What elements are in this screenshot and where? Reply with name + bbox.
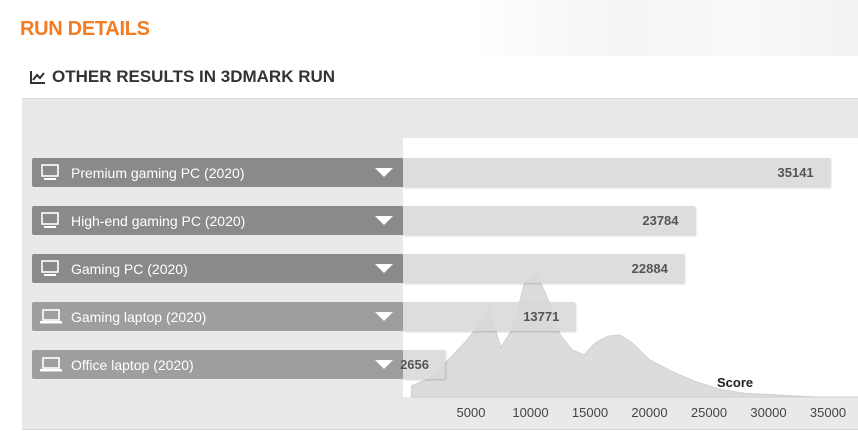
result-selector[interactable]: Premium gaming PC (2020) (32, 158, 403, 187)
result-row[interactable]: Premium gaming PC (2020) 35141 (32, 158, 830, 187)
x-tick-label: 20000 (631, 405, 668, 420)
result-selector[interactable]: Gaming PC (2020) (32, 254, 403, 283)
result-label: Gaming laptop (2020) (71, 308, 207, 325)
result-selector[interactable]: Office laptop (2020) (32, 350, 403, 379)
chevron-down-icon[interactable] (375, 216, 393, 225)
x-tick-label: 30000 (750, 405, 787, 420)
x-tick-label: 15000 (571, 405, 609, 420)
score-bar: 23784 (403, 206, 695, 235)
x-tick-label: 25000 (690, 405, 728, 420)
score-bar: 13771 (403, 302, 576, 331)
score-bar: 2656 (400, 350, 445, 379)
page-title: RUN DETAILS (20, 18, 150, 40)
desktop-icon (40, 163, 62, 182)
section-header: OTHER RESULTS IN 3DMARK RUN (30, 66, 335, 88)
x-tick-label: 35000 (809, 405, 847, 420)
score-bar: 35141 (403, 158, 830, 187)
result-row[interactable]: High-end gaming PC (2020) 23784 (32, 206, 695, 235)
distribution-area (411, 272, 858, 398)
result-label: High-end gaming PC (2020) (71, 212, 246, 229)
x-tick-label: 5000 (456, 405, 486, 420)
result-row[interactable]: Gaming PC (2020) 22884 (32, 254, 684, 283)
header-background-texture (470, 0, 858, 56)
chevron-down-icon[interactable] (375, 168, 393, 177)
axis-label-score: Score (717, 375, 754, 390)
result-selector[interactable]: High-end gaming PC (2020) (32, 206, 403, 235)
result-selector[interactable]: Gaming laptop (2020) (32, 302, 403, 331)
chevron-down-icon[interactable] (375, 264, 393, 273)
x-tick-label: 10000 (512, 405, 549, 420)
result-label: Premium gaming PC (2020) (71, 164, 245, 181)
chevron-down-icon[interactable] (375, 360, 393, 369)
desktop-icon (40, 259, 62, 278)
section-title: OTHER RESULTS IN 3DMARK RUN (52, 67, 336, 86)
result-label: Office laptop (2020) (71, 356, 194, 373)
result-row[interactable]: Gaming laptop (2020) 13771 (32, 302, 576, 331)
desktop-icon (40, 211, 62, 230)
line-chart-icon (30, 71, 45, 84)
result-row[interactable]: Office laptop (2020) 2656 (32, 350, 445, 379)
chevron-down-icon[interactable] (375, 312, 393, 321)
laptop-icon (40, 308, 62, 326)
score-bar: 22884 (403, 254, 684, 283)
laptop-icon (40, 356, 62, 374)
result-label: Gaming PC (2020) (71, 260, 188, 277)
panel-bottom-border (22, 429, 858, 430)
section-divider (22, 98, 858, 99)
